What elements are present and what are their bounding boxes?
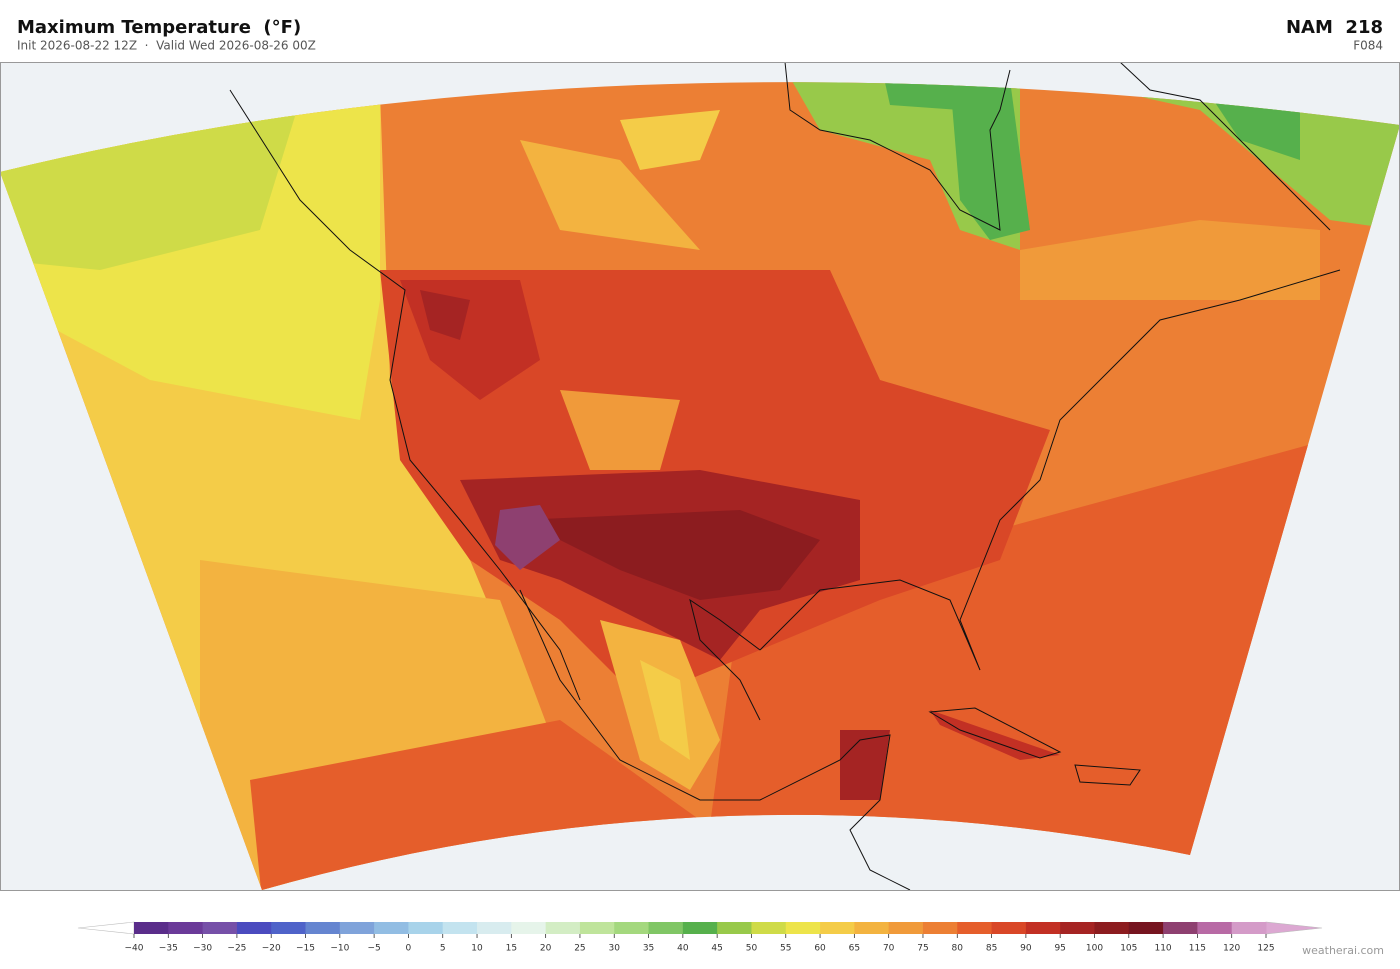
colorbar-tick-label: 120 [1223, 944, 1240, 954]
colorbar-tick-label: −15 [296, 944, 315, 954]
colorbar-segment [614, 922, 650, 934]
colorbar-segment [477, 922, 512, 934]
colorbar-tick-label: 5 [440, 944, 446, 954]
map [0, 62, 1400, 891]
colorbar-segment [1128, 922, 1164, 934]
colorbar-under [77, 921, 135, 935]
colorbar-tick-label: 85 [986, 944, 997, 954]
colorbar-tick-label: 25 [574, 944, 585, 954]
colorbar-tick-label: 35 [643, 944, 654, 954]
colorbar-segment [134, 922, 169, 934]
colorbar-tick-label: −40 [125, 944, 144, 954]
colorbar-tick-label: 90 [1020, 944, 1032, 954]
colorbar-tick-label: −20 [262, 944, 281, 954]
colorbar-segment [1163, 922, 1198, 934]
colorbar-segment [168, 922, 204, 934]
colorbar-segment [579, 922, 615, 934]
colorbar-segment [682, 922, 718, 934]
colorbar-tick-label: 125 [1257, 944, 1274, 954]
colorbar-segment [236, 922, 272, 934]
model-name: NAM 218 [1286, 17, 1383, 38]
colorbar-segment [854, 922, 890, 934]
title: Maximum Temperature (°F) [17, 17, 301, 38]
colorbar-tick-label: −30 [193, 944, 212, 954]
colorbar-tick-label: 60 [814, 944, 826, 954]
coastlines [229, 62, 1341, 891]
colorbar-tick-label: 95 [1054, 944, 1065, 954]
colorbar-tick-label: 55 [780, 944, 791, 954]
colorbar-segment [751, 922, 787, 934]
colorbar-segment [957, 922, 993, 934]
colorbar-tick-label: −5 [367, 944, 380, 954]
colorbar-segment [1197, 922, 1233, 934]
colorbar-segment [717, 922, 752, 934]
forecast-hour: F084 [1353, 39, 1383, 53]
colorbar-tick-label: −35 [159, 944, 178, 954]
colorbar-segment [339, 922, 375, 934]
colorbar-segment [271, 922, 307, 934]
colorbar-segment [545, 922, 581, 934]
subtitle: Init 2026-08-22 12Z · Valid Wed 2026-08-… [17, 39, 316, 53]
colorbar-tick-label: 30 [609, 944, 621, 954]
colorbar-tick-label: 80 [952, 944, 964, 954]
colorbar-tick-label: 110 [1154, 944, 1171, 954]
colorbar-tick-label: 15 [506, 944, 517, 954]
colorbar-segment [1060, 922, 1095, 934]
colorbar-segment [202, 922, 238, 934]
colorbar-segment [511, 922, 547, 934]
temperature-field [0, 82, 1400, 890]
colorbar-tick-label: 75 [917, 944, 928, 954]
colorbar-tick-label: 100 [1086, 944, 1103, 954]
colorbar-tick-label: 115 [1189, 944, 1206, 954]
colorbar-segment [1025, 922, 1061, 934]
colorbar-tick-label: 45 [711, 944, 722, 954]
colorbar-tick-label: 0 [406, 944, 412, 954]
colorbar-tick-label: 70 [883, 944, 895, 954]
colorbar-tick-label: 105 [1120, 944, 1137, 954]
colorbar-tick-label: 65 [849, 944, 860, 954]
colorbar-segment [922, 922, 958, 934]
colorbar-tick-label: 10 [471, 944, 483, 954]
colorbar-segment [888, 922, 924, 934]
colorbar-segment [1231, 922, 1267, 934]
colorbar-tick-label: −10 [330, 944, 349, 954]
colorbar-segment [820, 922, 855, 934]
colorbar-segment [442, 922, 478, 934]
colorbar-segment [408, 922, 444, 934]
colorbar-tick-label: 40 [677, 944, 689, 954]
colorbar-tick-label: 20 [540, 944, 552, 954]
colorbar-over [1265, 921, 1323, 935]
colorbar-segment [991, 922, 1027, 934]
colorbar-segment [648, 922, 684, 934]
watermark: weatherai.com [1302, 944, 1384, 957]
colorbar-segment [785, 922, 821, 934]
colorbar-tick-label: 50 [746, 944, 758, 954]
colorbar-segment [305, 922, 341, 934]
colorbar: −40 −35 −30 −25 −20 −15 −10 −5 0 5 10 15 20 25 30 35 40 4… [77, 921, 1323, 954]
colorbar-segment [1094, 922, 1130, 934]
colorbar-segment [374, 922, 409, 934]
colorbar-tick-label: −25 [227, 944, 246, 954]
